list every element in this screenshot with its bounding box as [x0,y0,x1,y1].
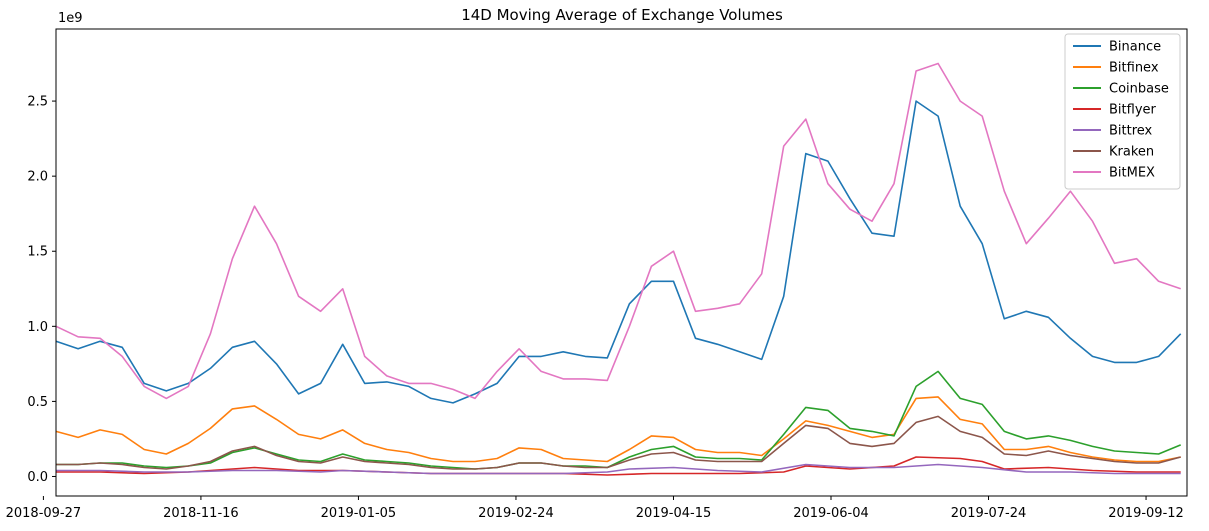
series-line-binance [55,100,1182,404]
y-tick-label: 2.0 [27,170,48,185]
y-tick-label: 0.5 [27,395,48,410]
chart-title: 14D Moving Average of Exchange Volumes [461,6,783,24]
series-line-coinbase [56,370,1182,470]
x-tick-label: 2019-07-24 [951,506,1027,521]
x-tick-label: 2019-06-04 [793,506,869,521]
series-line-bitfinex [55,396,1181,463]
series-line-bitflyer [56,456,1181,476]
legend-label-bitmex: BitMEX [1109,166,1155,181]
series-line-bitmex [55,62,1181,400]
legend: Binance Bitfinex Coinbase Bitflyer Bittrex Kr… [1064,33,1181,190]
legend-label-bitflyer: Bitflyer [1109,103,1157,118]
legend-label-coinbase: Coinbase [1109,82,1169,97]
series-line-bittrex [56,463,1181,475]
plot-area [55,62,1182,476]
x-tick-label: 2018-11-16 [163,506,239,521]
legend-label-binance: Binance [1109,40,1161,55]
y-tick-label: 1.5 [27,245,48,260]
plot-frame [55,28,1188,497]
x-tick-label: 2019-04-15 [636,506,712,521]
x-tick-label: 2019-09-12 [1108,506,1184,521]
y-scale-label: 1e9 [58,11,83,26]
legend-label-kraken: Kraken [1109,145,1154,160]
series-line-kraken [56,415,1181,470]
x-tick-label: 2019-01-05 [321,506,397,521]
legend-label-bittrex: Bittrex [1109,124,1153,139]
x-tick-label: 2019-02-24 [478,506,554,521]
y-tick-label: 1.0 [27,320,48,335]
legend-label-bitfinex: Bitfinex [1109,61,1159,76]
y-tick-label: 0.0 [27,470,48,485]
x-tick-label: 2018-09-27 [6,506,82,521]
y-tick-label: 2.5 [27,95,48,110]
axes: 0.0 0.5 1.0 1.5 2.0 2.5 2018-09-27 2018-11-16 20… [6,28,1188,521]
